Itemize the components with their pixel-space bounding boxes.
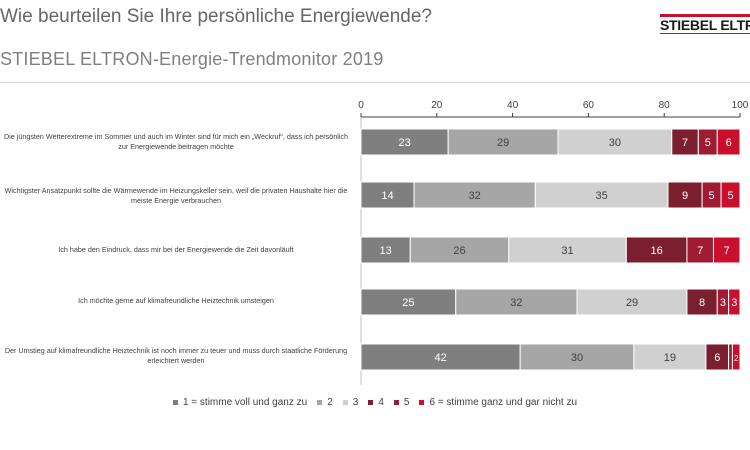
legend-label: 1 = stimme voll und ganz zu [182, 397, 308, 408]
category-label: Ich habe den Eindruck, dass mir bei der … [58, 245, 294, 254]
category-label: Die jüngsten Wetterextreme im Sommer und… [3, 132, 349, 151]
category-label: Ich möchte gerne auf klimafreundliche He… [78, 296, 274, 305]
bar-segment [519, 343, 635, 371]
data-label: 30 [609, 137, 621, 149]
legend-label: 6 = stimme ganz und gar nicht zu [429, 397, 578, 408]
data-label: 23 [398, 137, 410, 149]
legend-swatch [342, 399, 348, 405]
category-label: Wichtigster Ansatzpunkt sollte die Wärme… [4, 186, 348, 205]
legend-label: 5 [403, 397, 410, 408]
logo-bar [660, 14, 750, 17]
legend-swatch [172, 399, 178, 405]
x-tick-label: 60 [583, 100, 595, 111]
data-label: 42 [434, 352, 446, 364]
bar-segment [625, 236, 688, 264]
legend-label: 2 [327, 397, 333, 408]
legend-label: 4 [378, 397, 384, 408]
data-label: 7 [682, 137, 688, 149]
legend-item: 2 [317, 397, 333, 408]
data-label: 31 [561, 245, 573, 257]
bar-segment [413, 181, 536, 209]
bar-segment [557, 128, 673, 156]
legend-swatch [317, 399, 323, 405]
header-rule [0, 82, 750, 83]
data-label: 7 [724, 245, 730, 257]
data-label: 16 [650, 245, 662, 257]
data-label: 5 [727, 190, 733, 202]
legend-swatch [393, 399, 399, 405]
logo: STIEBEL ELTRON [660, 14, 750, 34]
data-label: 19 [664, 352, 676, 364]
data-label: 5 [705, 137, 711, 149]
logo-text: STIEBEL ELTRON [660, 17, 750, 33]
data-label: 3 [720, 297, 726, 309]
category-label: Der Umstieg auf klimafreundliche Heiztec… [4, 346, 348, 365]
data-label: 2 [734, 354, 739, 363]
data-label: 30 [571, 352, 583, 364]
bar-segment [712, 236, 741, 264]
legend-item: 5 [393, 397, 410, 408]
data-label: 32 [510, 297, 522, 309]
bar-segment [409, 236, 510, 264]
bar-segment [455, 288, 578, 316]
bar-segment [667, 181, 703, 209]
x-tick-label: 80 [659, 100, 671, 111]
legend-label: 3 [352, 397, 359, 408]
bar-segment [728, 343, 733, 371]
legend-item: 4 [368, 397, 384, 408]
page-title: Wie beurteilen Sie Ihre persönliche Ener… [0, 6, 432, 27]
bar-segment [576, 288, 688, 316]
data-label: 29 [497, 137, 509, 149]
x-tick-label: 40 [507, 100, 519, 111]
data-label: 8 [699, 297, 705, 309]
legend-item: 3 [342, 397, 359, 408]
bar-segment [686, 236, 714, 264]
data-label: 5 [709, 190, 715, 202]
bar-segment [728, 288, 741, 316]
chart-legend: 1 = stimme voll und ganz zu 2 3 4 5 6 = stimm… [0, 397, 750, 408]
bar-segment [731, 343, 741, 371]
logo-underline [660, 33, 750, 34]
legend-swatch [419, 399, 425, 405]
data-label: 13 [380, 245, 392, 257]
bar-segment [720, 181, 741, 209]
page-subtitle: STIEBEL ELTRON-Energie-Trendmonitor 2019 [0, 49, 384, 69]
data-label: 26 [453, 245, 465, 257]
data-label: 3 [731, 297, 737, 309]
data-label: 7 [697, 245, 703, 257]
data-label: 6 [726, 137, 732, 149]
data-label: 29 [626, 297, 638, 309]
bar-segment [360, 288, 457, 316]
legend-item: 1 = stimme voll und ganz zu [172, 397, 308, 408]
data-label: 35 [596, 190, 608, 202]
bar-segment [716, 128, 741, 156]
data-label: 25 [402, 297, 414, 309]
data-label: 9 [682, 190, 688, 202]
x-tick-label: 0 [358, 100, 364, 111]
data-label: 32 [469, 190, 481, 202]
data-label: 6 [714, 352, 720, 364]
x-tick-label: 20 [431, 100, 443, 111]
legend-swatch [368, 399, 374, 405]
x-tick-label: 100 [732, 100, 749, 111]
legend-item: 6 = stimme ganz und gar nicht zu [419, 397, 577, 408]
bar-segment [508, 236, 627, 264]
data-label: 14 [381, 190, 393, 202]
